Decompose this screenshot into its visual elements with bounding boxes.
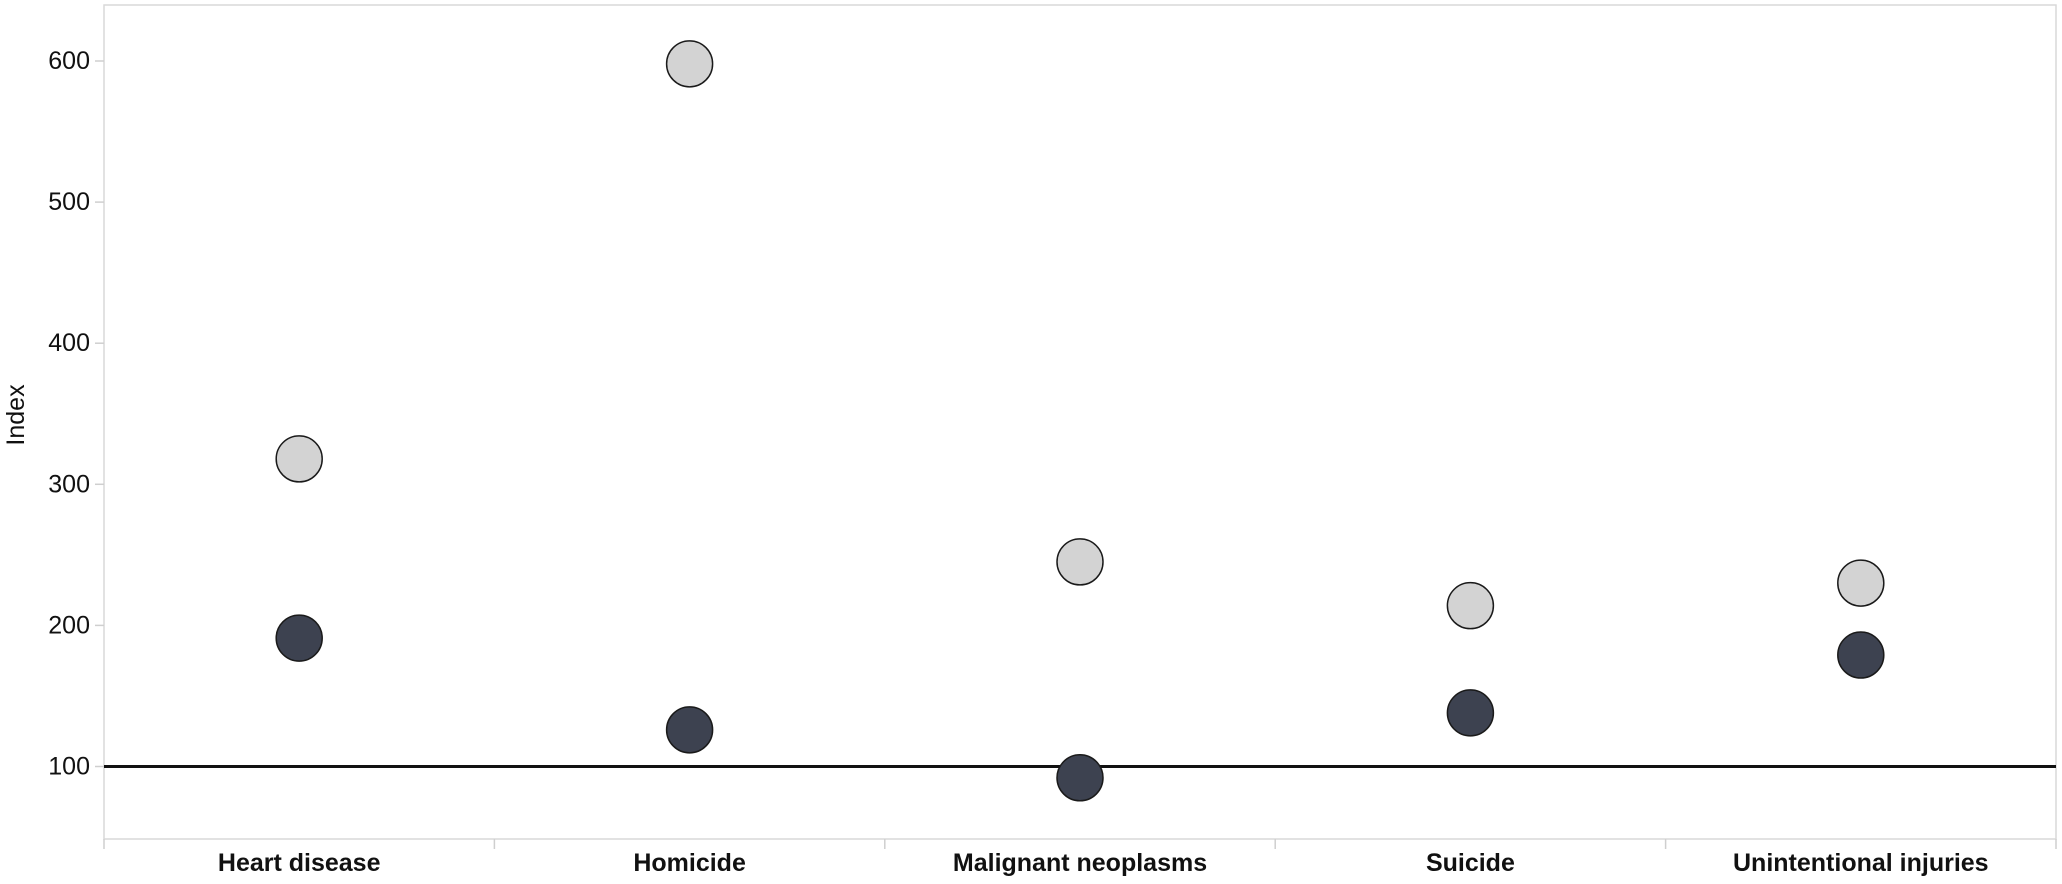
data-point-series-2 xyxy=(1446,689,1495,737)
y-tick-label: 100 xyxy=(48,753,90,781)
data-points xyxy=(275,40,1885,802)
data-point-series-1 xyxy=(1837,559,1885,607)
plot-frame xyxy=(103,4,2057,840)
x-axis-labels: Heart disease Homicide Malignant neoplasms… xyxy=(218,849,1989,877)
x-tick-label: Malignant neoplasms xyxy=(953,849,1207,877)
x-tick-label: Suicide xyxy=(1426,849,1515,877)
y-axis: 100 200 300 400 500 600 xyxy=(48,47,104,781)
data-point-series-2 xyxy=(275,614,323,662)
data-point-series-1 xyxy=(1056,538,1104,586)
y-axis-label: Index xyxy=(2,384,30,446)
y-tick-label: 500 xyxy=(48,188,90,216)
y-tick-label: 400 xyxy=(48,329,90,357)
x-tick-label: Unintentional injuries xyxy=(1733,849,1989,877)
data-point-series-2 xyxy=(1056,754,1104,802)
data-point-series-1 xyxy=(665,40,714,88)
y-tick-label: 300 xyxy=(48,470,90,498)
data-point-series-1 xyxy=(275,435,323,483)
data-point-series-2 xyxy=(1837,631,1885,679)
x-category-dividers xyxy=(103,839,2057,849)
x-tick-label: Heart disease xyxy=(218,849,381,877)
data-point-series-1 xyxy=(1446,581,1495,630)
x-tick-label: Homicide xyxy=(633,849,746,877)
y-tick-label: 600 xyxy=(48,47,90,75)
data-point-series-2 xyxy=(665,706,714,754)
y-tick-label: 200 xyxy=(48,611,90,639)
